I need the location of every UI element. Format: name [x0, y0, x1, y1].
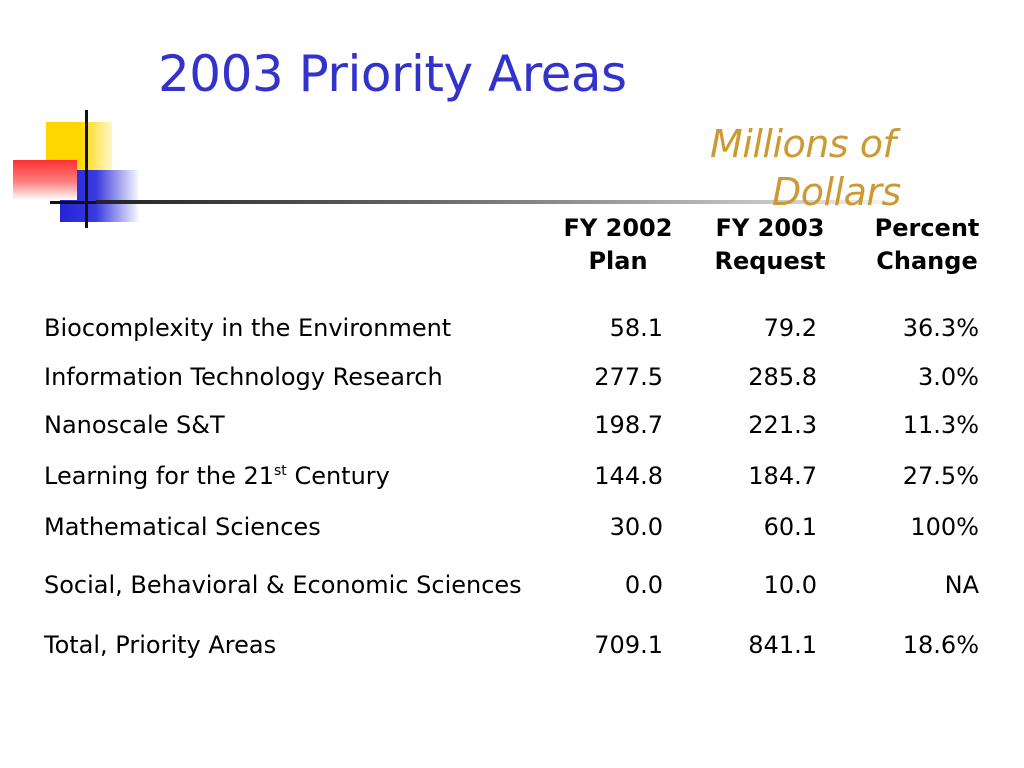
row-change: NA	[944, 571, 979, 599]
row-name: Biocomplexity in the Environment	[44, 314, 452, 342]
table-row: Social, Behavioral & Economic Sciences 0…	[0, 568, 1024, 602]
table-row-total: Total, Priority Areas 709.1 841.1 18.6%	[0, 628, 1024, 662]
row-change: 3.0%	[918, 363, 979, 391]
logo-red-square	[13, 160, 77, 200]
header-percent-change: Percent Change	[860, 212, 994, 278]
header-fy2003: FY 2003 Request	[700, 212, 840, 278]
row-fy2003: 285.8	[748, 363, 817, 391]
row-fy2003: 60.1	[763, 513, 817, 541]
header-fy2003-line1: FY 2003	[715, 214, 825, 242]
row-fy2003: 79.2	[763, 314, 817, 342]
header-fy2003-line2: Request	[714, 247, 826, 275]
row-name-prefix: Learning for the 21	[44, 462, 275, 490]
row-change: 36.3%	[902, 314, 979, 342]
logo-vertical-line	[85, 110, 88, 228]
row-fy2003: 841.1	[748, 631, 817, 659]
row-fy2002: 30.0	[609, 513, 663, 541]
row-name: Learning for the 21st Century	[44, 459, 390, 493]
row-fy2002: 144.8	[594, 462, 663, 490]
header-percent-change-line1: Percent	[874, 214, 980, 242]
table-row: Mathematical Sciences 30.0 60.1 100%	[0, 510, 1024, 544]
header-fy2002-line2: Plan	[588, 247, 648, 275]
row-fy2003: 184.7	[748, 462, 817, 490]
slide-logo-squares-icon	[0, 0, 160, 240]
logo-horizontal-line	[50, 201, 110, 204]
row-fy2002: 0.0	[624, 571, 663, 599]
row-change: 100%	[910, 513, 979, 541]
row-fy2003: 10.0	[763, 571, 817, 599]
table-row: Biocomplexity in the Environment 58.1 79…	[0, 311, 1024, 345]
row-fy2002: 709.1	[594, 631, 663, 659]
row-name-suffix: Century	[286, 462, 390, 490]
row-name: Social, Behavioral & Economic Sciences	[44, 571, 522, 599]
row-fy2002: 198.7	[594, 411, 663, 439]
slide-title: 2003 Priority Areas	[158, 45, 627, 103]
table-row: Nanoscale S&T 198.7 221.3 11.3%	[0, 408, 1024, 442]
table-row: Information Technology Research 277.5 28…	[0, 360, 1024, 394]
header-fy2002-line1: FY 2002	[563, 214, 673, 242]
title-divider-line	[96, 200, 910, 204]
row-fy2003: 221.3	[748, 411, 817, 439]
row-fy2002: 277.5	[594, 363, 663, 391]
row-change: 18.6%	[902, 631, 979, 659]
row-name: Total, Priority Areas	[44, 631, 277, 659]
row-name: Information Technology Research	[44, 363, 443, 391]
table-row: Learning for the 21st Century 144.8 184.…	[0, 459, 1024, 493]
units-subtitle-line2: Dollars	[772, 170, 901, 214]
row-name-superscript: st	[274, 463, 287, 479]
header-fy2002: FY 2002 Plan	[548, 212, 688, 278]
row-name: Nanoscale S&T	[44, 411, 225, 439]
row-name: Mathematical Sciences	[44, 513, 321, 541]
row-change: 27.5%	[902, 462, 979, 490]
row-fy2002: 58.1	[609, 314, 663, 342]
units-subtitle-line1: Millions of	[710, 122, 896, 166]
header-percent-change-line2: Change	[876, 247, 978, 275]
row-change: 11.3%	[902, 411, 979, 439]
